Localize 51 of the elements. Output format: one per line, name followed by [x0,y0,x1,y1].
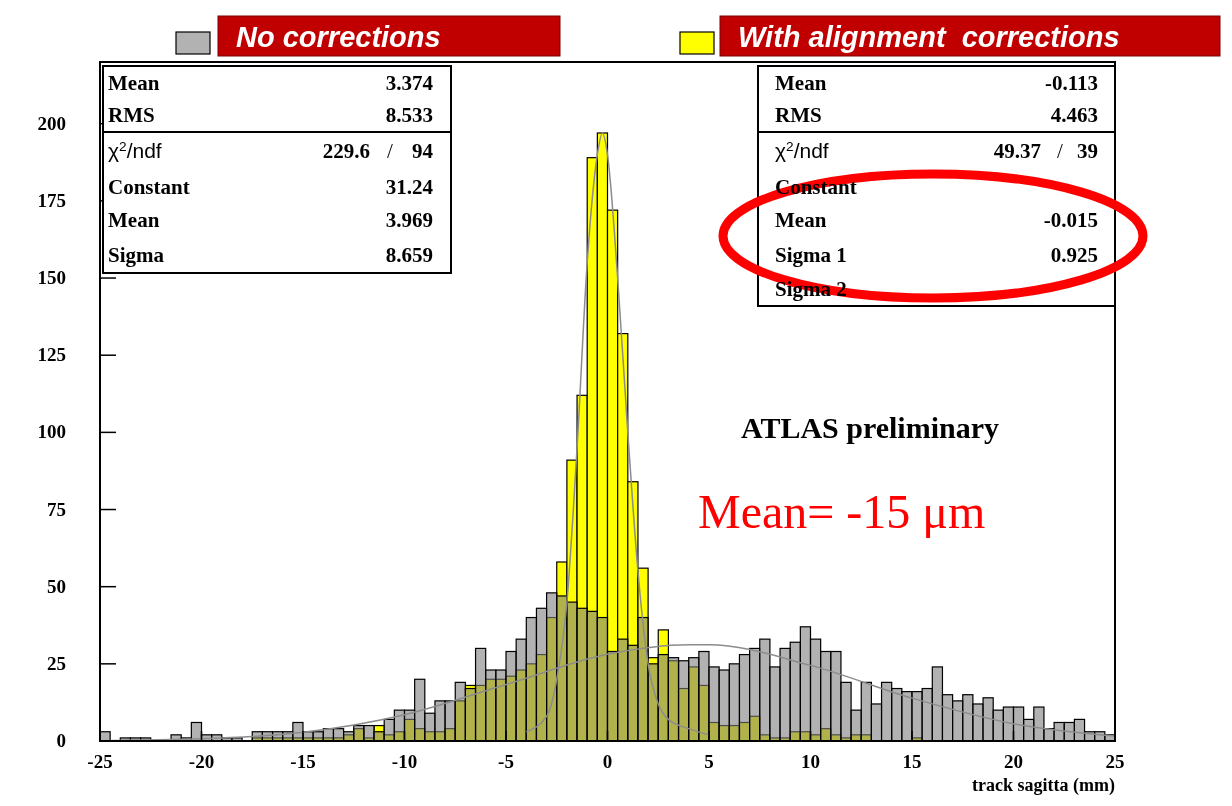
x-tick-label: 20 [1004,751,1023,772]
y-tick-label: 75 [47,498,66,520]
annotation: Mean [108,71,160,95]
annotation: Mean= -15 μm [698,485,986,538]
legend-label: With alignment corrections [738,21,1120,53]
x-tick-label: 10 [801,751,820,772]
annotation: ATLAS preliminary [740,411,1000,444]
annotation: Sigma [108,243,165,267]
x-tick-label: 25 [1105,751,1125,772]
x-tick-label: -10 [391,751,418,772]
y-tick-label: 150 [37,267,66,289]
x-tick-label: -15 [290,751,316,772]
y-tick-label: 25 [47,652,66,674]
annotation: Mean [775,71,827,95]
annotation: RMS [108,103,155,127]
x-tick-label: -20 [188,751,215,772]
annotation: -0.113 [1044,71,1098,95]
annotation: / [1057,139,1064,163]
x-tick-label: -25 [87,751,113,772]
annotation: 229.6 [322,139,370,163]
x-tick-label: -5 [498,751,514,772]
annotation: Mean [108,208,160,232]
annotation: χ$^{2}$/ndf [775,138,829,162]
y-tick-label: 50 [47,575,66,597]
y-tick-label: 125 [37,344,66,366]
annotation: Mean [775,208,827,232]
annotation: / [387,139,394,163]
annotation: -0.015 [1043,208,1098,232]
legend-label: No corrections [236,21,441,53]
x-axis-title: track sagitta (mm) [972,775,1115,796]
annotation: 4.463 [1050,103,1098,127]
y-tick-label: 100 [37,421,66,443]
annotation: 94 [412,139,434,163]
annotation: 49.37 [993,139,1041,163]
annotation: 31.24 [385,175,434,199]
annotation: RMS [775,103,822,127]
x-tick-label: 5 [704,751,714,772]
annotation: 39 [1077,139,1098,163]
x-tick-label: 15 [902,751,922,772]
annotation: 3.374 [385,71,434,95]
annotation: 3.969 [385,208,433,232]
y-tick-label: 200 [37,112,66,134]
y-tick-label: 0 [56,730,66,751]
annotation: χ$^{2}$/ndf [108,138,162,162]
annotation: 8.659 [385,243,433,267]
annotation: 0.925 [1050,243,1098,267]
annotation: Constant [108,175,190,199]
x-tick-label: 0 [602,751,613,772]
annotation: Sigma 1 [775,243,847,267]
y-tick-label: 175 [37,189,66,211]
annotation: 8.533 [385,103,433,127]
